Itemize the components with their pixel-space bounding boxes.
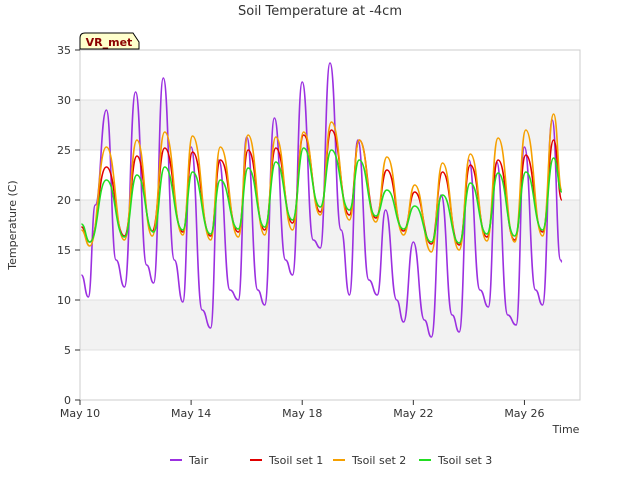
badge-shape — [79, 32, 140, 50]
plot-border — [79, 49, 581, 401]
y-tick-label: 35 — [57, 44, 71, 57]
y-tick-label: 30 — [57, 94, 71, 107]
y-tick-label: 20 — [57, 194, 71, 207]
y-tick-label: 25 — [57, 144, 71, 157]
grid — [79, 49, 581, 401]
x-tick-label: May 10 — [60, 407, 100, 420]
y-tick-label: 10 — [57, 294, 71, 307]
axes: 0 5 10 15 20 25 30 35 May 10 May 14 May 18 May 22 Ma… — [57, 44, 545, 420]
legend-label-tsoil-set-3: Tsoil set 3 — [437, 454, 492, 467]
series-lines — [80, 62, 563, 338]
legend-label-tsoil-set-1: Tsoil set 1 — [268, 454, 323, 467]
y-tick-label: 0 — [64, 394, 71, 407]
y-tick-label: 5 — [64, 344, 71, 357]
x-tick-label: May 14 — [171, 407, 211, 420]
x-axis-label: Time — [552, 423, 580, 436]
x-tick-label: May 18 — [282, 407, 322, 420]
series-line-tair — [80, 62, 563, 338]
legend-label-tair: Tair — [188, 454, 209, 467]
legend-label-tsoil-set-2: Tsoil set 2 — [351, 454, 406, 467]
series-line-tsoil-set-3 — [81, 147, 563, 244]
vr-met-badge: VR_met — [79, 32, 140, 50]
y-tick-label: 15 — [57, 244, 71, 257]
grid-band — [80, 200, 580, 250]
chart-title: Soil Temperature at -4cm — [238, 4, 402, 19]
legend: Tair Tsoil set 1 Tsoil set 2 Tsoil set 3 — [170, 454, 492, 467]
x-tick-label: May 22 — [393, 407, 433, 420]
grid-band — [80, 300, 580, 350]
badge-label: VR_met — [86, 36, 133, 49]
y-axis-label: Temperature (C) — [6, 180, 19, 270]
x-tick-label: May 26 — [504, 407, 544, 420]
